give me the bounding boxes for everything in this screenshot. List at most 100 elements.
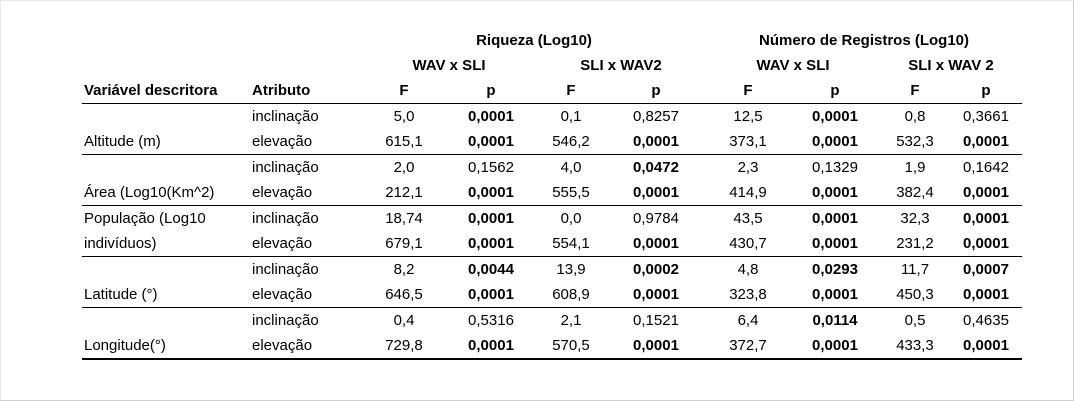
p-value-cell: 0,1642 (950, 154, 1022, 180)
f-value-cell: 570,5 (536, 333, 606, 360)
variable-cell: Latitude (°) (84, 286, 158, 303)
p-value-cell: 0,1329 (790, 154, 880, 180)
f-value-cell: 0,1 (560, 108, 582, 125)
table-row: Área (Log10(Km^2) elevação 212,1 0,0001 555,… (82, 180, 1022, 206)
variable-cell (82, 154, 250, 180)
f-value-cell: 4,0 (536, 154, 606, 180)
group-header-riqueza: Riqueza (Log10) (476, 32, 592, 49)
p-value-cell: 0,0001 (812, 286, 858, 303)
attribute-cell: elevação (252, 235, 313, 252)
table-row: inclinação 5,0 0,0001 0,1 0,8257 12,5 0,0001 0,… (82, 104, 1022, 130)
variable-cell: Altitude (m) (84, 133, 161, 150)
variable-cell (82, 256, 250, 282)
column-header-f: F (362, 78, 446, 104)
table-row: Longitude(°) elevação 729,8 0,0001 570,5 0,00… (82, 333, 1022, 360)
p-value-cell: 0,0002 (606, 256, 706, 282)
variable-cell: Longitude(°) (82, 333, 250, 360)
f-value-cell: 2,1 (536, 307, 606, 333)
attribute-cell: elevação (252, 133, 313, 150)
f-value-cell: 433,3 (880, 333, 950, 360)
p-value-cell: 0,0472 (606, 154, 706, 180)
f-value-cell: 373,1 (729, 133, 767, 150)
f-value-cell: 13,9 (536, 256, 606, 282)
f-value-cell: 414,9 (729, 184, 767, 201)
f-value-cell: 0,8 (904, 108, 926, 125)
comparison-header-row: WAV x SLI SLI x WAV2 WAV x SLI SLI x WAV… (82, 53, 1022, 78)
p-value-cell: 0,4635 (950, 307, 1022, 333)
table-row: Altitude (m) elevação 615,1 0,0001 546,2 0,00… (82, 129, 1022, 155)
p-value-cell: 0,0114 (790, 307, 880, 333)
table-row: inclinação 0,4 0,5316 2,1 0,1521 6,4 0,0114 0,5… (82, 307, 1022, 333)
p-value-cell: 0,0001 (812, 184, 858, 201)
variable-cell (82, 104, 250, 130)
p-value-cell: 0,9784 (606, 205, 706, 231)
f-value-cell: 5,0 (393, 108, 415, 125)
f-value-cell: 372,7 (706, 333, 790, 360)
variable-cell: População (Log10 (82, 205, 250, 231)
comparison-header: SLI x WAV 2 (908, 57, 994, 74)
f-value-cell: 646,5 (385, 286, 423, 303)
table-row: População (Log10 inclinação 18,74 0,0001 0,0… (82, 205, 1022, 231)
column-header-p: p (446, 78, 536, 104)
table-row: inclinação 2,0 0,1562 4,0 0,0472 2,3 0,1329 1,9… (82, 154, 1022, 180)
f-value-cell: 32,3 (880, 205, 950, 231)
p-value-cell: 0,8257 (633, 108, 679, 125)
f-value-cell: 12,5 (733, 108, 763, 125)
f-value-cell: 0,5 (880, 307, 950, 333)
column-header-f: F (706, 78, 790, 104)
column-header-p: p (790, 78, 880, 104)
p-value-cell: 0,0001 (633, 184, 679, 201)
f-value-cell: 2,0 (362, 154, 446, 180)
p-value-cell: 0,0001 (812, 133, 858, 150)
f-value-cell: 2,3 (706, 154, 790, 180)
f-value-cell: 450,3 (896, 286, 934, 303)
p-value-cell: 0,0001 (950, 205, 1022, 231)
p-value-cell: 0,0001 (468, 235, 514, 252)
p-value-cell: 0,0044 (446, 256, 536, 282)
column-header-p: p (606, 78, 706, 104)
p-value-cell: 0,0007 (950, 256, 1022, 282)
f-value-cell: 608,9 (552, 286, 590, 303)
group-header-row: Riqueza (Log10) Número de Registros (Log… (82, 28, 1022, 53)
column-header-variable: Variável descritora (82, 78, 250, 104)
attribute-cell: inclinação (250, 154, 362, 180)
f-value-cell: 1,9 (880, 154, 950, 180)
f-value-cell: 430,7 (729, 235, 767, 252)
p-value-cell: 0,0001 (950, 333, 1022, 360)
f-value-cell: 382,4 (896, 184, 934, 201)
f-value-cell: 729,8 (362, 333, 446, 360)
p-value-cell: 0,0001 (963, 235, 1009, 252)
column-header-f: F (536, 78, 606, 104)
p-value-cell: 0,0001 (633, 286, 679, 303)
attribute-cell: inclinação (252, 108, 319, 125)
comparison-header: WAV x SLI (756, 57, 830, 74)
p-value-cell: 0,0001 (812, 235, 858, 252)
f-value-cell: 18,74 (362, 205, 446, 231)
p-value-cell: 0,0001 (606, 333, 706, 360)
f-value-cell: 0,4 (362, 307, 446, 333)
p-value-cell: 0,0001 (468, 184, 514, 201)
p-value-cell: 0,0001 (963, 133, 1009, 150)
f-value-cell: 4,8 (706, 256, 790, 282)
f-value-cell: 554,1 (552, 235, 590, 252)
p-value-cell: 0,5316 (446, 307, 536, 333)
p-value-cell: 0,0001 (633, 133, 679, 150)
f-value-cell: 6,4 (706, 307, 790, 333)
p-value-cell: 0,0001 (633, 235, 679, 252)
f-value-cell: 679,1 (385, 235, 423, 252)
variable-cell: Área (Log10(Km^2) (84, 184, 215, 201)
f-value-cell: 615,1 (385, 133, 423, 150)
p-value-cell: 0,1521 (606, 307, 706, 333)
f-value-cell: 0,0 (536, 205, 606, 231)
f-value-cell: 43,5 (706, 205, 790, 231)
attribute-cell: elevação (252, 286, 313, 303)
attribute-cell: inclinação (250, 307, 362, 333)
attribute-cell: inclinação (250, 205, 362, 231)
column-header-row: Variável descritora Atributo F p F p F p… (82, 78, 1022, 104)
p-value-cell: 0,0001 (468, 286, 514, 303)
p-value-cell: 0,0001 (790, 205, 880, 231)
p-value-cell: 0,0001 (446, 205, 536, 231)
p-value-cell: 0,0001 (963, 286, 1009, 303)
column-header-p: p (950, 78, 1022, 104)
table-body: inclinação 5,0 0,0001 0,1 0,8257 12,5 0,0001 0,… (82, 104, 1022, 360)
